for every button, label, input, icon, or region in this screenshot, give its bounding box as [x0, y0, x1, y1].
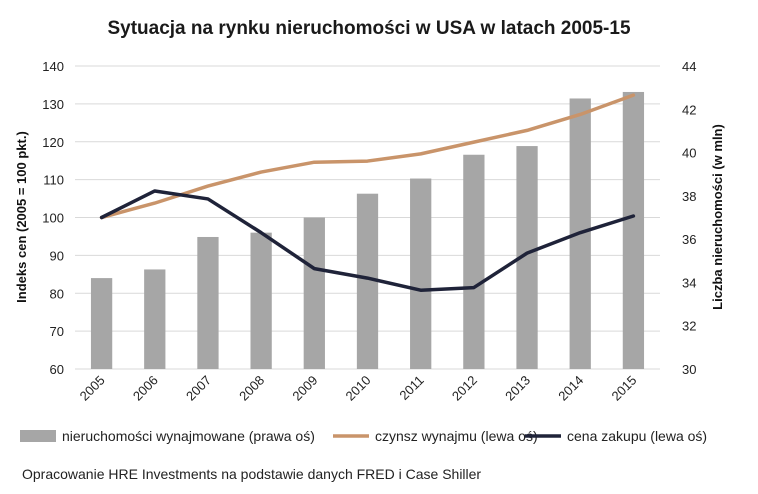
bar — [144, 269, 166, 369]
right-axis-ticks: 30 32 34 36 38 40 42 44 — [682, 59, 696, 377]
series-line — [99, 189, 636, 292]
legend-swatch — [20, 430, 56, 442]
x-tick-label: 2011 — [396, 373, 426, 403]
x-tick-label: 2007 — [183, 373, 214, 404]
bar — [250, 232, 272, 369]
left-axis-title: Indeks cen (2005 = 100 pkt.) — [14, 131, 29, 303]
left-tick-label: 90 — [50, 248, 64, 263]
bar — [622, 91, 645, 369]
bar — [410, 178, 432, 369]
left-tick-label: 140 — [42, 59, 64, 74]
lines — [99, 93, 636, 292]
bar — [197, 236, 219, 369]
bars — [90, 91, 645, 369]
right-tick-label: 42 — [682, 102, 696, 117]
x-tick-label: 2010 — [343, 373, 374, 404]
right-tick-label: 38 — [682, 189, 696, 204]
left-tick-label: 70 — [50, 324, 64, 339]
x-tick-label: 2012 — [449, 373, 480, 404]
x-tick-label: 2015 — [608, 373, 639, 404]
left-tick-label: 120 — [42, 135, 64, 150]
bar — [356, 193, 379, 369]
x-tick-label: 2013 — [502, 373, 533, 404]
bar — [90, 278, 113, 369]
right-tick-label: 32 — [682, 319, 696, 334]
right-axis-title: Liczba nieruchomości (w mln) — [710, 124, 725, 310]
x-axis-ticks: 2005 2006 2007 2008 2009 2010 2011 2012 2013 2014… — [77, 373, 640, 404]
left-axis-ticks: 60 70 80 90 100 110 120 130 140 — [42, 59, 64, 377]
x-tick-label: 2008 — [236, 373, 267, 404]
legend-label: czynsz wynajmu (lewa oś) — [375, 428, 538, 444]
bar — [516, 146, 538, 369]
legend-label: nieruchomości wynajmowane (prawa oś) — [62, 428, 315, 444]
left-tick-label: 130 — [42, 97, 64, 112]
right-tick-label: 30 — [682, 362, 696, 377]
right-tick-label: 36 — [682, 232, 696, 247]
legend: nieruchomości wynajmowane (prawa oś) czyn… — [20, 428, 707, 444]
left-tick-label: 60 — [50, 362, 64, 377]
right-tick-label: 34 — [682, 275, 696, 290]
series-line — [99, 93, 636, 220]
source-note: Opracowanie HRE Investments na podstawie… — [22, 466, 481, 482]
right-tick-label: 40 — [682, 146, 696, 161]
x-tick-label: 2009 — [289, 373, 320, 404]
left-tick-label: 100 — [42, 211, 64, 226]
left-tick-label: 110 — [43, 173, 64, 188]
right-tick-label: 44 — [682, 59, 696, 74]
chart-title: Sytuacja na rynku nieruchomości w USA w … — [107, 18, 630, 39]
x-tick-label: 2005 — [77, 373, 108, 404]
bar — [303, 217, 325, 369]
x-tick-label: 2006 — [130, 373, 161, 404]
x-tick-label: 2014 — [555, 373, 586, 404]
legend-label: cena zakupu (lewa oś) — [567, 428, 707, 444]
left-tick-label: 80 — [50, 286, 64, 301]
bar — [463, 154, 485, 369]
